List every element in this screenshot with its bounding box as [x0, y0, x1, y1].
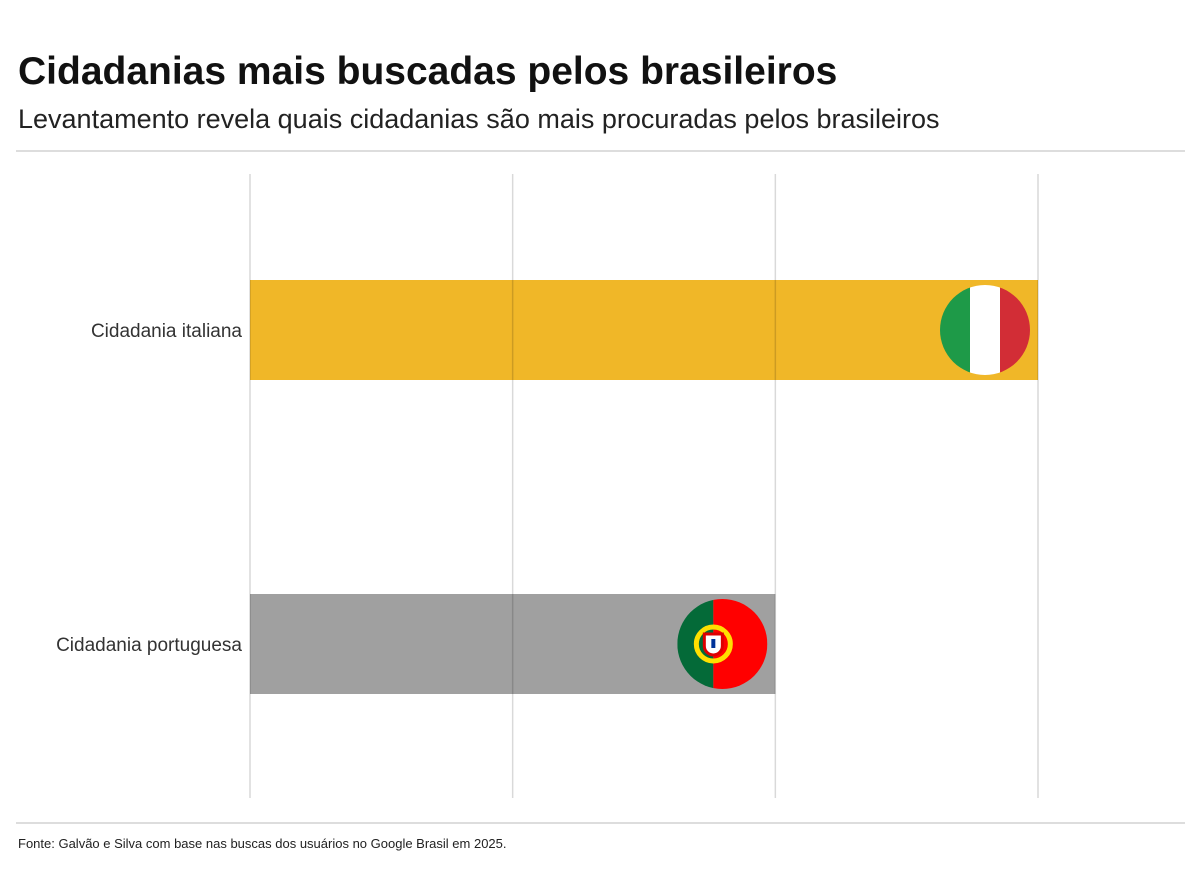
- italy-flag-icon: [940, 285, 1030, 375]
- category-label: Cidadania italiana: [91, 321, 242, 342]
- portugal-flag-icon: [677, 599, 768, 689]
- divider-bottom: [16, 822, 1185, 824]
- divider-top: [16, 150, 1185, 152]
- chart-subtitle: Levantamento revela quais cidadanias são…: [18, 104, 940, 134]
- source-note: Fonte: Galvão e Silva com base nas busca…: [18, 836, 507, 851]
- category-label: Cidadania portuguesa: [56, 635, 242, 656]
- chart-title: Cidadanias mais buscadas pelos brasileir…: [18, 50, 838, 93]
- bar-0: [250, 280, 1038, 380]
